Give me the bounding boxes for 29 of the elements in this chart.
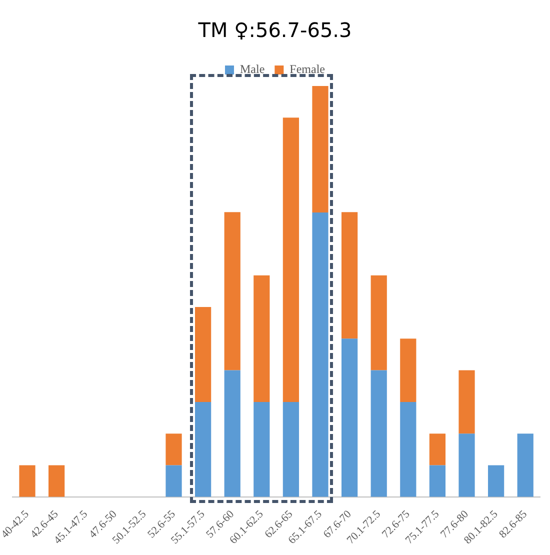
bar <box>19 465 36 497</box>
chart-title: TM ♀:56.7-65.3 <box>197 18 352 42</box>
bar <box>282 118 300 402</box>
bar <box>429 465 446 497</box>
bar <box>458 434 475 497</box>
bar <box>254 402 270 497</box>
bar <box>224 370 240 497</box>
bar <box>312 86 328 213</box>
legend-label: Female <box>290 62 325 76</box>
bar <box>488 465 504 497</box>
bar <box>370 370 387 497</box>
bar <box>166 434 182 466</box>
bar <box>400 338 416 402</box>
bar <box>341 212 358 339</box>
bar <box>224 212 240 370</box>
legend-label: Male <box>240 62 265 76</box>
bar <box>429 434 446 466</box>
bar <box>166 465 182 497</box>
bar <box>400 402 416 497</box>
bar <box>312 212 328 497</box>
bar <box>341 338 358 497</box>
bar <box>48 465 65 497</box>
bar <box>458 370 475 434</box>
bar <box>282 402 300 497</box>
bar <box>254 275 270 402</box>
bar <box>195 307 212 402</box>
bar <box>517 434 534 497</box>
bar <box>370 275 387 370</box>
bar <box>195 402 212 497</box>
